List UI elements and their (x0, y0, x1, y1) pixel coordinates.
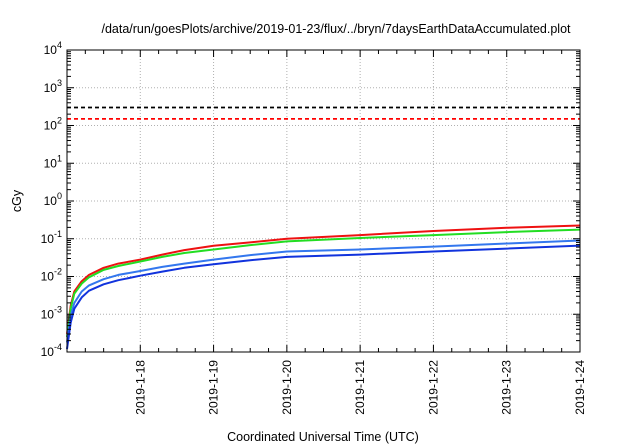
y-tick-label: 103 (44, 78, 62, 95)
x-tick-label: 2019-1-21 (353, 360, 367, 415)
x-tick-label: 2019-1-19 (207, 360, 221, 415)
y-tick-label: 102 (44, 116, 62, 133)
grid (67, 50, 580, 352)
x-tick-label: 2019-1-23 (500, 360, 514, 415)
x-tick-label: 2019-1-24 (573, 360, 587, 415)
y-tick-label: 10-1 (41, 229, 62, 246)
y-tick-label: 10-2 (41, 267, 62, 284)
series-line (66, 228, 581, 338)
y-tick-label: 104 (44, 40, 62, 57)
y-tick-label: 100 (44, 191, 62, 208)
x-axis-ticks: 2019-1-18 2019-1-19 2019-1-20 2019-1-21 2019… (84, 50, 587, 415)
series-line (66, 224, 581, 335)
data-series (66, 224, 581, 350)
threshold-lines (67, 106, 580, 120)
y-tick-label: 101 (44, 153, 62, 170)
x-tick-label: 2019-1-18 (133, 360, 147, 415)
x-tick-label: 2019-1-22 (426, 360, 440, 415)
y-tick-label: 10-4 (41, 342, 62, 359)
y-axis-label: cGy (10, 189, 24, 212)
x-tick-label: 2019-1-20 (280, 360, 294, 415)
y-tick-label: 10-3 (41, 304, 62, 321)
x-axis-label: Coordinated Universal Time (UTC) (227, 430, 419, 444)
y-axis-ticks: 10-4 10-3 10-2 10-1 100 101 102 103 104 (41, 40, 580, 359)
series-line (66, 244, 581, 350)
series-line (66, 239, 581, 343)
chart-title: /data/run/goesPlots/archive/2019-01-23/f… (101, 22, 571, 36)
